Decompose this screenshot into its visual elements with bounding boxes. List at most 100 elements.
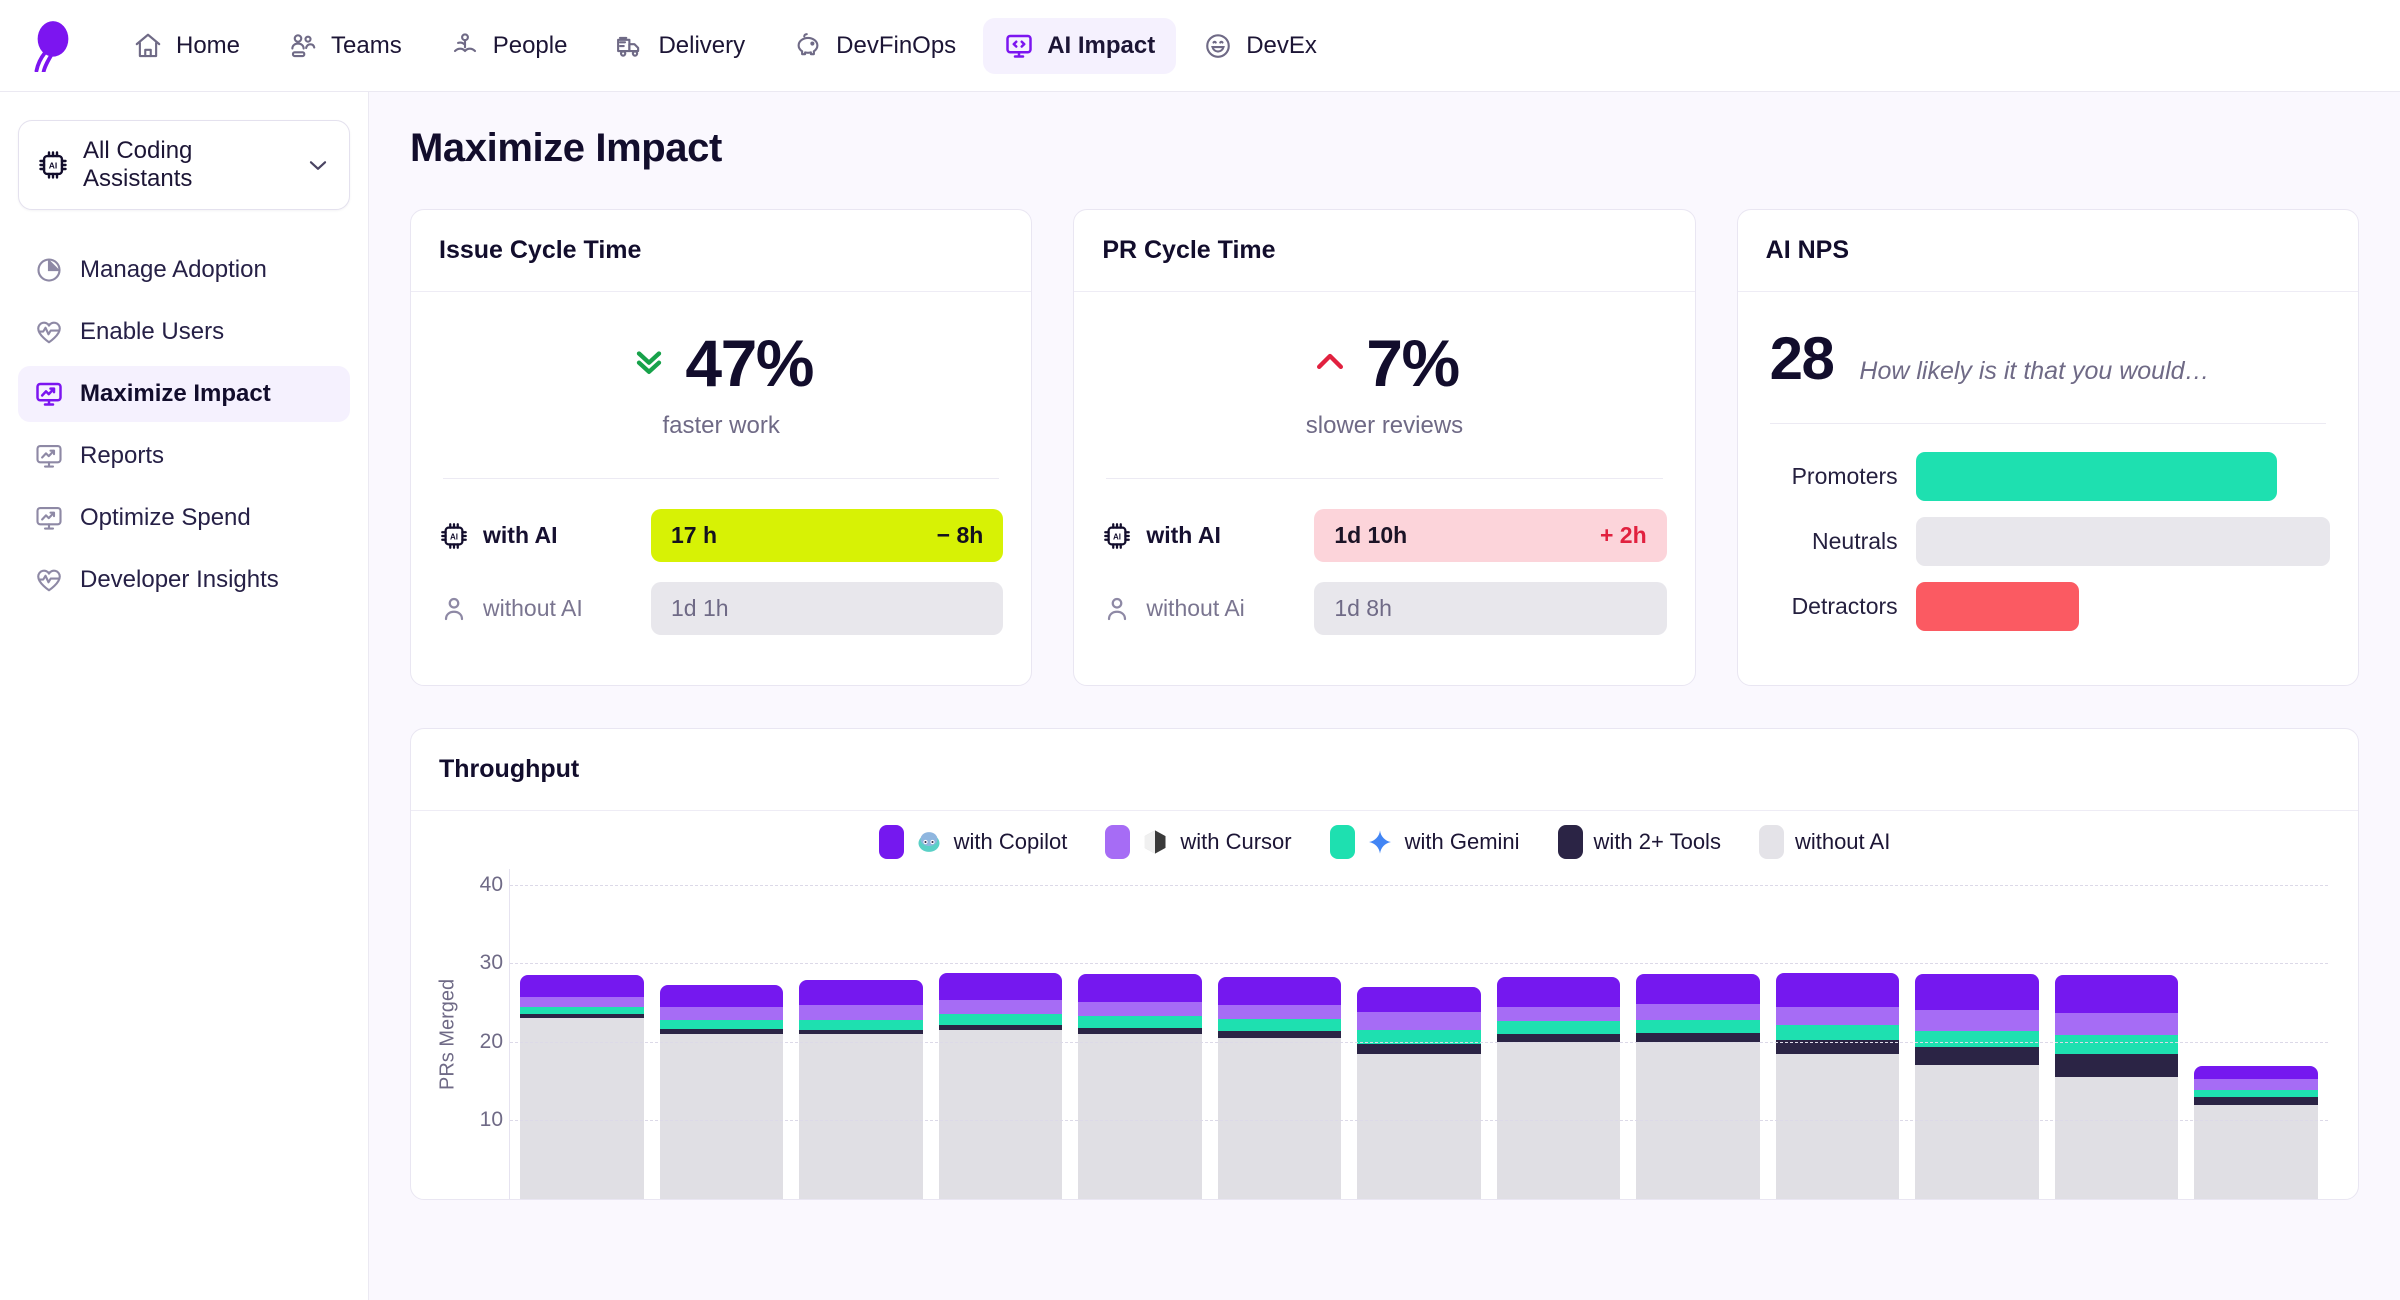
card-divider [1769, 423, 2326, 424]
nav-item-devex[interactable]: DevEx [1182, 18, 1338, 74]
bar-segment [1357, 1044, 1481, 1054]
bar-segment [1496, 1021, 1621, 1035]
nav-item-ai-impact[interactable]: AI Impact [983, 17, 1177, 74]
y-axis-label: PRs Merged [436, 978, 459, 1090]
chart-monitor-icon [34, 503, 64, 533]
nav-item-people[interactable]: People [429, 18, 589, 74]
sidebar-item-label: Manage Adoption [80, 256, 267, 283]
bar-segment [1636, 1019, 1760, 1034]
y-tick-label: 30 [479, 951, 503, 975]
nav-item-devfinops[interactable]: DevFinOps [772, 18, 977, 74]
card-issue-cycle-time: Issue Cycle Time 47% faster work [410, 209, 1033, 686]
sidebar-item-developer-insights[interactable]: Developer Insights [18, 552, 350, 608]
bar-segment [1775, 1006, 1900, 1025]
card-throughput: Throughput with Copilot [410, 728, 2359, 1200]
bar-stack[interactable] [1217, 976, 1342, 1199]
cursor-icon [1141, 828, 1169, 856]
sidebar: AI All Coding Assistants Manage Adoption [0, 92, 369, 1300]
sidebar-item-maximize-impact[interactable]: Maximize Impact [18, 366, 350, 422]
nav-item-teams[interactable]: Teams [267, 18, 423, 74]
nav-item-home[interactable]: Home [112, 18, 261, 74]
bar-segment [1915, 1030, 2039, 1048]
stat-pill: 1d 1h [651, 582, 1004, 635]
bar-segment [2054, 975, 2179, 1013]
pie-chart-icon [34, 255, 64, 285]
bar-segment [1078, 973, 1202, 1002]
legend-item-gemini[interactable]: with Gemini [1329, 825, 1520, 859]
bar-stack[interactable] [659, 985, 784, 1199]
bar-stack[interactable] [2054, 975, 2179, 1199]
legend-label: with 2+ Tools [1593, 829, 1721, 854]
bar-segment [1357, 1012, 1481, 1031]
bar-segment [938, 1030, 1063, 1199]
stat-name: without AI [483, 595, 583, 621]
card-title: Throughput [411, 729, 2358, 811]
bar-segment [2194, 1078, 2318, 1090]
sidebar-item-optimize-spend[interactable]: Optimize Spend [18, 490, 350, 546]
nps-row-detractors: Detractors [1766, 582, 2330, 631]
double-chevron-down-icon [629, 341, 669, 386]
nav-label: Home [176, 31, 241, 59]
stat-name: with AI [483, 522, 558, 548]
bar-segment [1915, 1047, 2039, 1066]
card-title: PR Cycle Time [1074, 210, 1695, 292]
bar-segment [2054, 1077, 2179, 1199]
bar-stack[interactable] [1775, 972, 1900, 1199]
bar-segment [799, 1019, 923, 1031]
legend-swatch [1105, 825, 1131, 859]
legend-label: without AI [1794, 829, 1891, 854]
main-content: Maximize Impact Issue Cycle Time 47% [369, 92, 2400, 1300]
nav-item-delivery[interactable]: Delivery [594, 18, 766, 74]
bar-segment [1775, 1053, 1900, 1199]
coding-assistant-selector[interactable]: AI All Coding Assistants [18, 120, 350, 210]
stat-row-without-ai: without AI 1d 1h [439, 582, 1004, 635]
stat-pill: 1d 8h [1314, 582, 1667, 635]
bar-segment [2194, 1066, 2318, 1079]
bar-stack[interactable] [1496, 977, 1621, 1199]
copilot-icon [915, 828, 943, 856]
bar-segment [2194, 1096, 2318, 1105]
legend-swatch [1329, 825, 1355, 859]
nps-bar [1915, 582, 2080, 631]
bar-segment [520, 1018, 644, 1199]
bar-segment [938, 1013, 1063, 1025]
bar-stack[interactable] [1915, 974, 2039, 1199]
sidebar-item-manage-adoption[interactable]: Manage Adoption [18, 242, 350, 298]
chevron-down-icon[interactable] [305, 152, 331, 178]
svg-text:AI: AI [49, 160, 58, 170]
kpi-caption: slower reviews [1305, 412, 1464, 439]
bar-stack[interactable] [520, 975, 644, 1199]
bar-segment [799, 979, 923, 1005]
bar-stack[interactable] [938, 972, 1063, 1199]
legend-item-without-ai[interactable]: without AI [1758, 825, 1891, 859]
legend-item-cursor[interactable]: with Cursor [1105, 825, 1292, 859]
stat-label: AI with AI [1102, 521, 1314, 551]
bar-segment [1217, 1019, 1342, 1031]
bar-stack[interactable] [1636, 974, 1760, 1199]
chevron-up-icon [1310, 341, 1350, 386]
piggy-bank-icon [793, 31, 823, 61]
bar-segment [659, 985, 784, 1008]
stat-row-with-ai: AI with AI 1d 10h + 2h [1102, 509, 1667, 562]
bar-stack[interactable] [799, 979, 923, 1199]
legend-label: with Copilot [953, 829, 1068, 854]
bar-segment [799, 1034, 923, 1199]
jellyfish-logo[interactable] [26, 19, 80, 73]
selector-label: All Coding Assistants [83, 137, 193, 192]
person-icon [439, 594, 469, 624]
bar-stack[interactable] [1357, 986, 1481, 1199]
bar-segment [1357, 986, 1481, 1013]
card-pr-cycle-time: PR Cycle Time 7% slower reviews [1073, 209, 1696, 686]
home-icon [133, 31, 163, 61]
legend-item-copilot[interactable]: with Copilot [878, 825, 1068, 859]
kpi-value: 47% [685, 326, 814, 400]
bar-stack[interactable] [1078, 973, 1202, 1199]
bar-stack[interactable] [2194, 1066, 2318, 1199]
chart-legend: with Copilot with Cursor [411, 811, 2358, 869]
sidebar-item-enable-users[interactable]: Enable Users [18, 304, 350, 360]
sidebar-item-reports[interactable]: Reports [18, 428, 350, 484]
bar-segment [1078, 1027, 1202, 1034]
bar-segment [2194, 1089, 2318, 1097]
card-divider [443, 478, 1000, 479]
legend-item-two-plus-tools[interactable]: with 2+ Tools [1557, 825, 1721, 859]
